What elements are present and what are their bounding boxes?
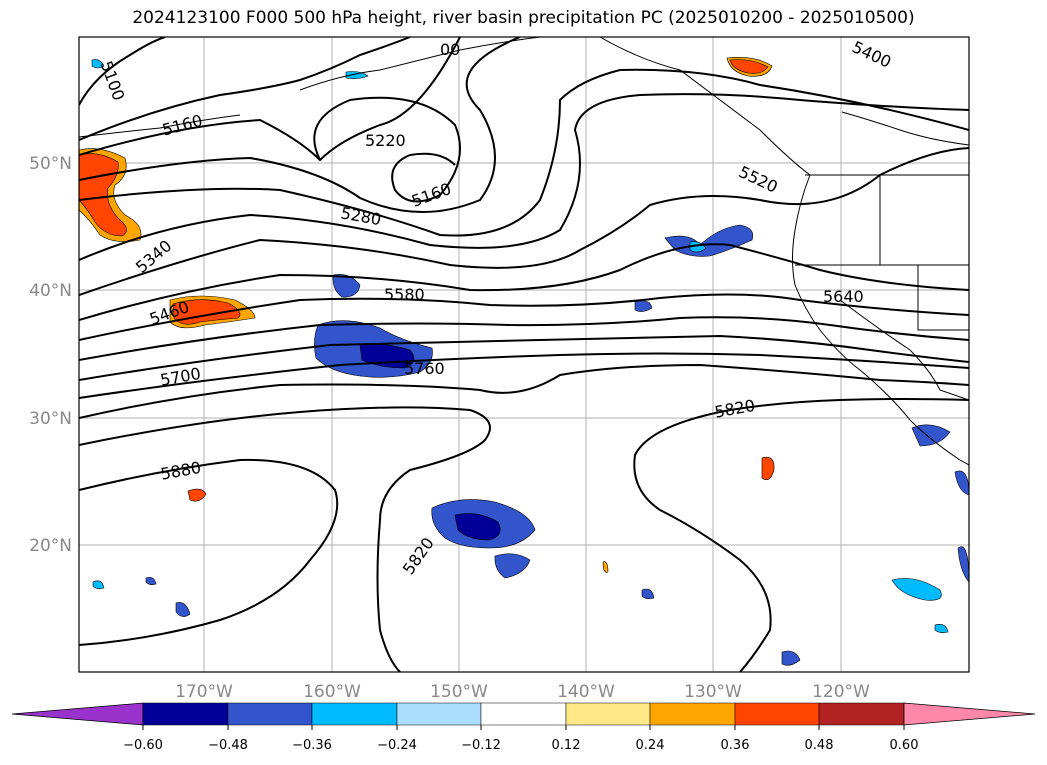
contour-label: 5760 bbox=[404, 359, 445, 378]
lon-label-170w: 170°W bbox=[175, 682, 233, 702]
contour-label: 00 bbox=[440, 40, 460, 59]
colorbar-extend-high bbox=[903, 702, 1036, 726]
colorbar-segment bbox=[227, 702, 313, 726]
colorbar-tick-label: −0.48 bbox=[208, 738, 248, 753]
colorbar-tick-label: 0.24 bbox=[636, 738, 665, 753]
lat-label-20n: 20°N bbox=[29, 536, 72, 556]
colorbar-tick-label: −0.24 bbox=[377, 738, 417, 753]
colorbar-segment bbox=[818, 702, 905, 726]
contour-label: 5640 bbox=[823, 287, 864, 306]
colorbar-segment bbox=[734, 702, 820, 726]
lat-label-40n: 40°N bbox=[29, 281, 72, 301]
colorbar-tick-label: −0.36 bbox=[292, 738, 332, 753]
lon-label-150w: 150°W bbox=[430, 682, 488, 702]
colorbar-extend-low bbox=[11, 702, 144, 726]
colorbar-segment bbox=[142, 702, 229, 726]
colorbar-ticks bbox=[142, 725, 905, 730]
lat-label-50n: 50°N bbox=[29, 154, 72, 174]
map-area bbox=[79, 37, 969, 672]
lon-label-160w: 160°W bbox=[303, 682, 361, 702]
colorbar-tick-label: 0.60 bbox=[890, 738, 919, 753]
colorbar: −0.60 −0.48 −0.36 −0.24 −0.12 0.12 0.24 … bbox=[11, 702, 1036, 753]
map-title: 2024123100 F000 500 hPa height, river ba… bbox=[132, 8, 915, 28]
map-frame bbox=[78, 36, 970, 673]
colorbar-tick-label: −0.60 bbox=[123, 738, 163, 753]
contour-label: 5220 bbox=[365, 131, 406, 150]
colorbar-tick-label: 0.36 bbox=[721, 738, 750, 753]
height-contours bbox=[79, 37, 969, 672]
lat-label-30n: 30°N bbox=[29, 409, 72, 429]
colorbar-segment bbox=[565, 702, 651, 726]
coastlines bbox=[79, 37, 969, 466]
lat-labels: 50°N 40°N 30°N 20°N bbox=[29, 154, 72, 556]
colorbar-segment bbox=[480, 702, 567, 726]
colorbar-segment bbox=[396, 702, 482, 726]
colorbar-tick-label: −0.12 bbox=[461, 738, 501, 753]
lon-labels: 170°W 160°W 150°W 140°W 130°W 120°W bbox=[175, 682, 870, 702]
lon-label-140w: 140°W bbox=[557, 682, 615, 702]
colorbar-segment bbox=[311, 702, 398, 726]
contour-label: 5580 bbox=[384, 285, 425, 304]
colorbar-segment bbox=[649, 702, 736, 726]
precip-fills bbox=[79, 57, 969, 666]
lon-label-130w: 130°W bbox=[684, 682, 742, 702]
colorbar-tick-label: 0.48 bbox=[805, 738, 834, 753]
lon-label-120w: 120°W bbox=[812, 682, 870, 702]
colorbar-tick-label: 0.12 bbox=[552, 738, 581, 753]
